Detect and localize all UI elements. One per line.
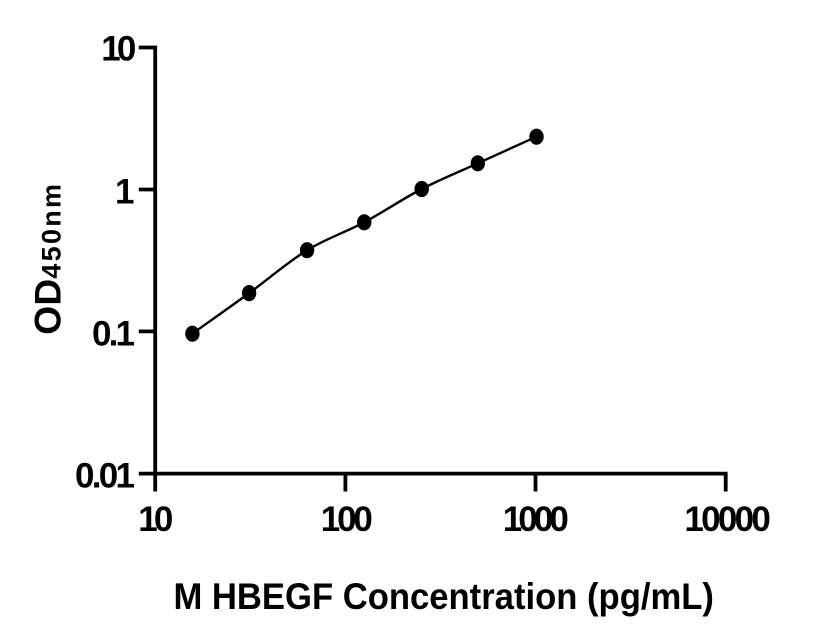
svg-text:1000: 1000 bbox=[503, 500, 569, 539]
svg-text:OD450nm: OD450nm bbox=[27, 184, 69, 335]
svg-text:100: 100 bbox=[321, 500, 373, 539]
svg-text:10: 10 bbox=[138, 500, 173, 539]
svg-text:0.1: 0.1 bbox=[92, 315, 135, 354]
svg-text:1: 1 bbox=[115, 173, 134, 212]
svg-text:10: 10 bbox=[101, 29, 136, 68]
svg-text:M HBEGF Concentration (pg/mL): M HBEGF Concentration (pg/mL) bbox=[173, 576, 714, 617]
svg-text:10000: 10000 bbox=[684, 500, 771, 539]
svg-text:0.01: 0.01 bbox=[75, 457, 135, 496]
